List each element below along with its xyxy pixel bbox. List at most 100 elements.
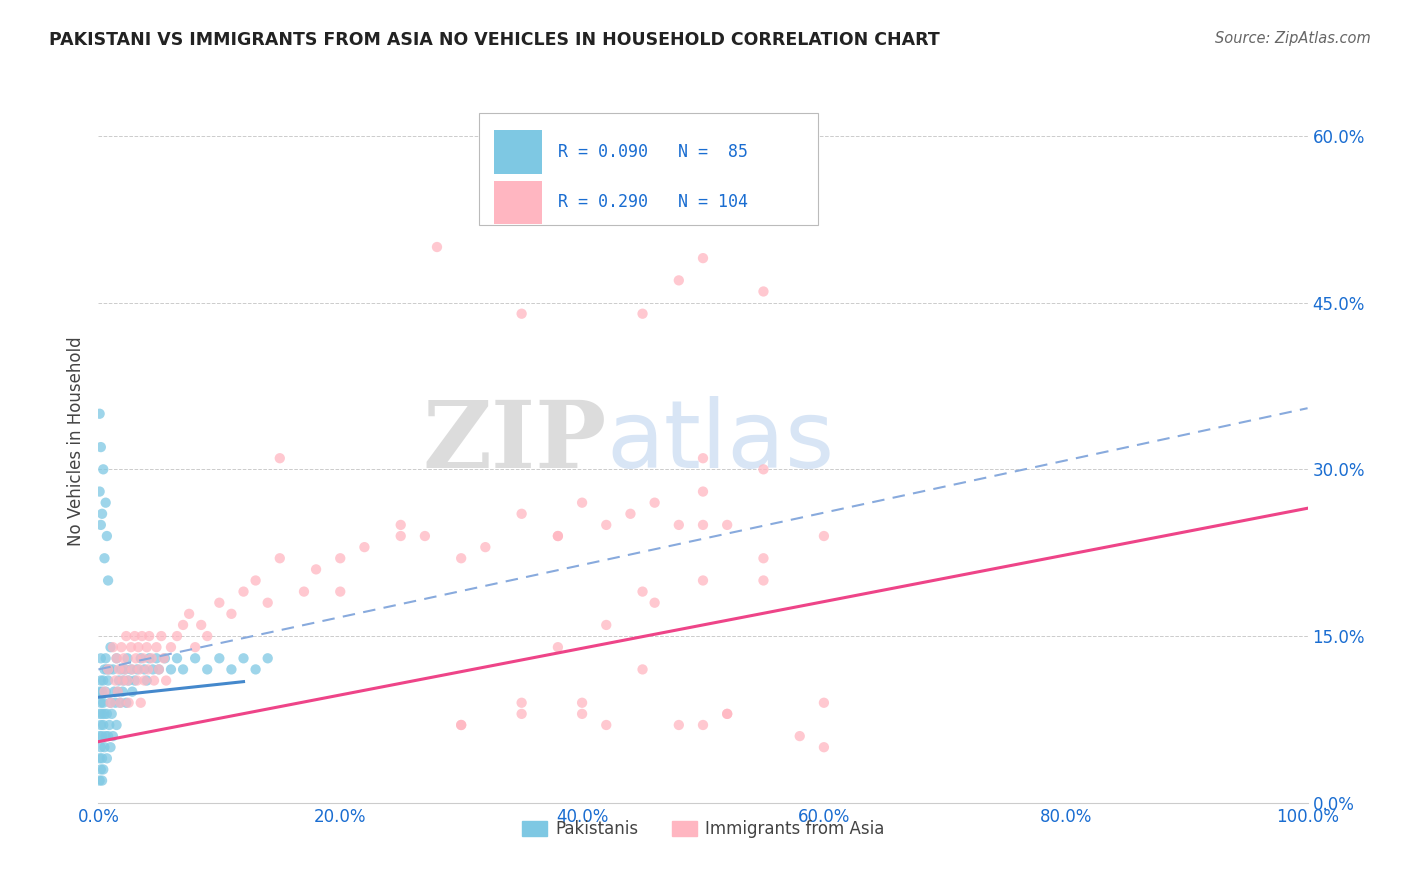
Point	[474, 540, 496, 554]
Point	[103, 684, 125, 698]
Point	[127, 673, 149, 688]
Point	[510, 307, 533, 321]
Point	[619, 507, 641, 521]
Point	[148, 662, 170, 676]
Point	[105, 651, 128, 665]
Point	[96, 706, 118, 721]
Point	[97, 662, 120, 676]
Point	[129, 651, 152, 665]
Point	[644, 496, 666, 510]
Point	[89, 751, 111, 765]
Point	[111, 684, 134, 698]
Point	[94, 496, 117, 510]
Point	[221, 607, 243, 621]
Point	[208, 651, 231, 665]
Point	[91, 751, 114, 765]
Point	[269, 551, 291, 566]
Point	[631, 584, 654, 599]
Point	[112, 651, 135, 665]
Point	[716, 517, 738, 532]
Point	[644, 596, 666, 610]
Point	[100, 706, 122, 721]
Point	[631, 307, 654, 321]
Point	[108, 696, 131, 710]
Point	[256, 596, 278, 610]
Point	[692, 451, 714, 466]
Point	[118, 673, 141, 688]
Point	[110, 662, 132, 676]
Point	[256, 651, 278, 665]
Point	[716, 706, 738, 721]
Point	[127, 640, 149, 655]
Point	[631, 662, 654, 676]
Point	[124, 629, 146, 643]
Point	[97, 729, 120, 743]
Point	[115, 696, 138, 710]
Point	[132, 651, 155, 665]
Point	[117, 673, 139, 688]
Point	[94, 684, 117, 698]
Point	[89, 773, 111, 788]
Point	[94, 651, 117, 665]
Point	[89, 407, 111, 421]
Point	[195, 629, 218, 643]
Point	[269, 451, 291, 466]
Point	[98, 718, 121, 732]
Point	[120, 662, 142, 676]
Text: R = 0.290   N = 104: R = 0.290 N = 104	[558, 194, 748, 211]
Point	[571, 696, 593, 710]
Point	[105, 651, 128, 665]
Point	[166, 629, 188, 643]
Point	[184, 651, 207, 665]
Point	[90, 696, 112, 710]
Point	[108, 696, 131, 710]
Point	[111, 673, 134, 688]
Point	[91, 729, 114, 743]
Point	[138, 629, 160, 643]
Point	[101, 662, 124, 676]
Point	[91, 462, 114, 476]
Point	[668, 273, 690, 287]
Point	[93, 662, 115, 676]
Point	[91, 696, 114, 710]
Point	[127, 662, 149, 676]
Point	[115, 629, 138, 643]
Point	[143, 673, 166, 688]
Text: atlas: atlas	[606, 395, 835, 488]
Point	[547, 529, 569, 543]
Point	[105, 718, 128, 732]
Point	[97, 673, 120, 688]
Point	[134, 673, 156, 688]
Point	[107, 684, 129, 698]
Point	[90, 718, 112, 732]
Point	[353, 540, 375, 554]
Bar	[494, 181, 543, 224]
Point	[96, 751, 118, 765]
Point	[93, 684, 115, 698]
Point	[91, 673, 114, 688]
Point	[510, 706, 533, 721]
Point	[110, 640, 132, 655]
Point	[96, 529, 118, 543]
Point	[91, 684, 114, 698]
Point	[90, 651, 112, 665]
Point	[101, 640, 124, 655]
Point	[329, 551, 352, 566]
Point	[89, 706, 111, 721]
Text: Source: ZipAtlas.com: Source: ZipAtlas.com	[1215, 31, 1371, 46]
Point	[134, 662, 156, 676]
Point	[90, 673, 112, 688]
Point	[91, 718, 114, 732]
Point	[108, 673, 131, 688]
Text: R = 0.090   N =  85: R = 0.090 N = 85	[558, 143, 748, 161]
Point	[160, 640, 183, 655]
Point	[104, 696, 127, 710]
Point	[118, 696, 141, 710]
Point	[692, 718, 714, 732]
Point	[329, 584, 352, 599]
Point	[668, 517, 690, 532]
Point	[138, 651, 160, 665]
Point	[97, 574, 120, 588]
Point	[692, 484, 714, 499]
Y-axis label: No Vehicles in Household: No Vehicles in Household	[66, 336, 84, 547]
